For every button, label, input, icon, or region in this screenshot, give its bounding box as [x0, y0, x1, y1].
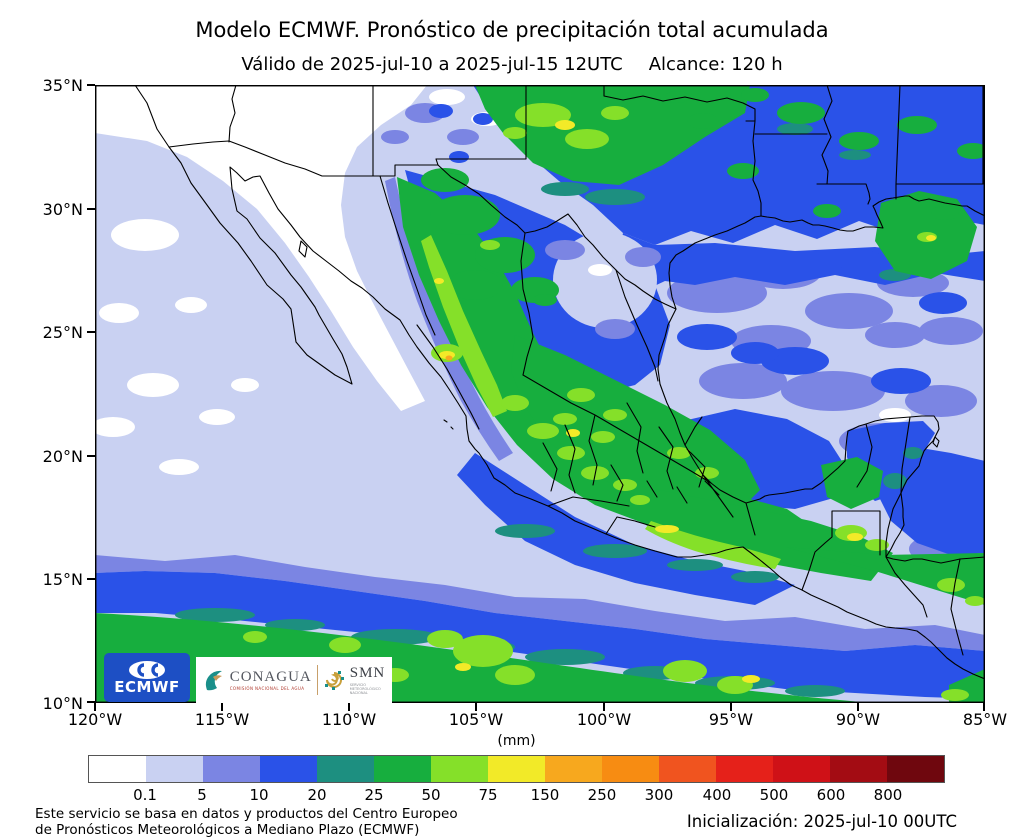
map-frame: [95, 85, 985, 703]
colorbar-segment: [488, 756, 545, 782]
disclaimer-line2: de Pronósticos Meteorológicos a Mediano …: [35, 822, 420, 838]
axis-tick: [87, 84, 95, 86]
lat-label: 25°N: [42, 323, 83, 342]
lon-label: 90°W: [835, 710, 881, 729]
ecmwf-logo: ECMWF: [104, 653, 190, 702]
lon-label: 85°W: [962, 710, 1008, 729]
colorbar-tick: 300: [644, 786, 674, 804]
axis-tick: [983, 703, 985, 711]
agency-logos: CONAGUA COMISIÓN NACIONAL DEL AGUA SMN S…: [196, 657, 392, 703]
smn-icon: [324, 671, 344, 690]
page-title: Modelo ECMWF. Pronóstico de precipitació…: [195, 18, 829, 42]
lon-label: 100°W: [576, 710, 632, 729]
coastlines-and-borders: [134, 85, 985, 680]
axis-tick: [94, 703, 96, 711]
colorbar-tick: 400: [702, 786, 732, 804]
forecast-range: Alcance: 120 h: [648, 54, 783, 75]
axis-tick: [87, 701, 95, 703]
colorbar-segment: [431, 756, 488, 782]
conagua-logo-text: CONAGUA: [229, 668, 312, 685]
precip-150-250mm: [445, 355, 453, 361]
axis-tick: [87, 578, 95, 580]
colorbar-tick: 0.1: [133, 786, 157, 804]
subtitle: Válido de 2025-jul-10 a 2025-jul-15 12UT…: [0, 54, 1024, 75]
colorbar-tick: 600: [816, 786, 846, 804]
axis-tick: [348, 703, 350, 711]
axis-tick: [603, 703, 605, 711]
colorbar-segment: [545, 756, 602, 782]
smn-text-block: SMN SERVICIO METEOROLÓGICO NACIONAL: [349, 664, 386, 695]
colorbar-tick: 50: [421, 786, 441, 804]
colorbar-segment: [374, 756, 431, 782]
colorbar-tick: 75: [478, 786, 498, 804]
colorbar-segment: [260, 756, 317, 782]
colorbar-segment: [887, 756, 944, 782]
colorbar-segment: [146, 756, 203, 782]
lat-label: 15°N: [42, 570, 83, 589]
disclaimer-line1: Este servicio se basa en datos y product…: [35, 806, 458, 822]
colorbar-segment: [659, 756, 716, 782]
colorbar-segment: [89, 756, 146, 782]
colorbar-segment: [602, 756, 659, 782]
axis-tick: [87, 208, 95, 210]
colorbar-tick: 5: [197, 786, 207, 804]
precip-75-150mm: [434, 120, 936, 683]
colorbar-unit-label: (mm): [497, 733, 536, 749]
colorbar-tick: 800: [873, 786, 903, 804]
lat-label: 30°N: [42, 200, 83, 219]
conagua-logo-subtext: COMISIÓN NACIONAL DEL AGUA: [229, 685, 305, 691]
colorbar-tick: 25: [364, 786, 384, 804]
ne-mexico-dry-pocket: [545, 232, 661, 339]
axis-tick: [87, 331, 95, 333]
colorbar-tick: 10: [249, 786, 269, 804]
valid-period: Válido de 2025-jul-10 a 2025-jul-15 12UT…: [241, 54, 623, 75]
precipitation-map-canvas: [95, 85, 985, 703]
colorbar-tick: 150: [530, 786, 560, 804]
colorbar-tick: 20: [307, 786, 327, 804]
lat-label: 35°N: [42, 76, 83, 95]
axis-tick: [730, 703, 732, 711]
conagua-text-block: CONAGUA COMISIÓN NACIONAL DEL AGUA: [229, 668, 312, 691]
lon-label: 95°W: [708, 710, 754, 729]
smn-logo-subtext: SERVICIO METEOROLÓGICO NACIONAL: [349, 682, 381, 695]
precipitation-map: [95, 85, 985, 703]
lon-label: 105°W: [448, 710, 504, 729]
lat-label: 20°N: [42, 447, 83, 466]
ecmwf-logo-text: ECMWF: [114, 678, 180, 696]
lat-label: 10°N: [42, 694, 83, 713]
lon-label: 120°W: [67, 710, 123, 729]
colorbar-segment: [773, 756, 830, 782]
logo-divider: [316, 665, 318, 695]
axis-tick: [475, 703, 477, 711]
axis-tick: [857, 703, 859, 711]
colorbar-segment: [317, 756, 374, 782]
colorbar-tick: 250: [587, 786, 617, 804]
axis-tick: [87, 455, 95, 457]
colorbar-segment: [203, 756, 260, 782]
ecmwf-logo-icon: [129, 661, 165, 679]
colorbar-segment: [716, 756, 773, 782]
colorbar: [88, 755, 945, 783]
lon-label: 115°W: [194, 710, 250, 729]
smn-logo-text: SMN: [349, 664, 386, 681]
conagua-icon: [205, 670, 222, 691]
initialization-text: Inicialización: 2025-jul-10 00UTC: [686, 812, 957, 831]
lon-label: 110°W: [321, 710, 377, 729]
colorbar-tick: 500: [759, 786, 789, 804]
axis-tick: [221, 703, 223, 711]
colorbar-segment: [830, 756, 887, 782]
disclaimer-text: Este servicio se basa en datos y product…: [35, 806, 458, 838]
